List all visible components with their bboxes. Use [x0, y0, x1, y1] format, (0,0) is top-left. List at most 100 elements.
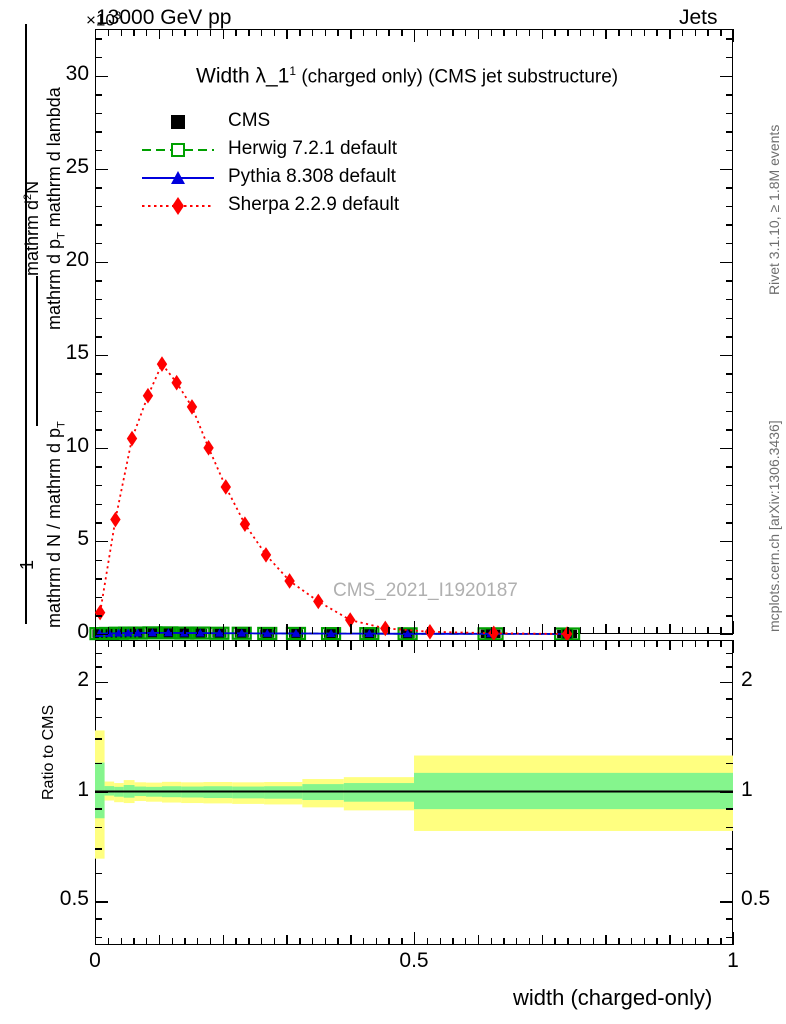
legend-marker-pythia-icon — [140, 164, 216, 192]
main-x-tick — [184, 627, 186, 634]
main-y-tick — [95, 205, 102, 208]
main-x-tick — [528, 29, 531, 36]
main-x-tick — [477, 624, 480, 634]
ratio-x-tick — [401, 938, 403, 945]
ratio-x-tick — [618, 938, 620, 945]
main-y-tick — [95, 466, 102, 468]
ratio-y-tick — [720, 901, 733, 903]
ratio-x-tick — [528, 640, 531, 647]
ratio-x-tick — [197, 640, 199, 647]
ratio-x-tick — [681, 640, 684, 647]
main-x-tick — [107, 29, 110, 36]
main-x-tick — [146, 29, 148, 36]
main-x-tick — [439, 29, 441, 36]
main-x-tick — [299, 29, 301, 36]
ratio-x-tick — [720, 938, 722, 945]
ratio-x-tick — [107, 640, 110, 647]
ratio-y-tick — [95, 872, 102, 874]
main-x-tick — [477, 29, 480, 39]
main-x-tick — [375, 627, 378, 634]
ratio-x-tick — [248, 938, 250, 945]
main-x-tick — [197, 627, 199, 634]
ratio-x-tick — [694, 640, 697, 647]
y-scale-exponent: ×103 — [86, 10, 121, 30]
ratio-y-tick — [726, 918, 733, 920]
ratio-y-tick — [726, 872, 733, 874]
legend-marker-cms-icon — [140, 108, 216, 136]
main-y-tick — [726, 522, 733, 524]
ratio-y-tick — [95, 640, 102, 642]
ratio-x-tick — [503, 640, 505, 647]
main-x-tick — [643, 29, 646, 36]
main-y-tick — [726, 410, 733, 412]
main-y-tick — [720, 75, 733, 77]
x-tick-label: 1 — [727, 949, 739, 972]
main-y-tick — [726, 224, 733, 226]
main-x-tick — [618, 627, 620, 634]
ratio-x-tick — [375, 938, 378, 945]
main-x-tick — [209, 29, 212, 36]
main-x-tick — [158, 29, 161, 39]
ratio-x-tick — [375, 640, 378, 647]
main-x-tick — [630, 29, 633, 36]
ratio-y-tick — [726, 808, 733, 810]
main-x-tick — [490, 627, 492, 634]
main-y-tick — [726, 373, 733, 375]
main-y-tick — [95, 410, 102, 412]
ratio-y-tick-label: 2 — [77, 667, 89, 691]
ratio-x-tick — [235, 938, 237, 945]
main-x-tick — [401, 29, 403, 36]
main-x-tick — [273, 627, 276, 634]
ratio-axis-label: Ratio to CMS — [40, 704, 57, 800]
main-y-tick — [726, 150, 733, 152]
main-x-tick — [541, 29, 543, 39]
ratio-y-tick — [95, 698, 102, 700]
ratio-x-tick — [324, 640, 327, 647]
main-y-tick-label: 15 — [65, 340, 89, 364]
ratio-x-tick — [656, 938, 658, 945]
y-axis-numerator: mathrm d pT mathrm d lambda — [44, 87, 68, 330]
ratio-x-tick — [273, 938, 276, 945]
main-x-tick — [669, 624, 671, 634]
main-x-tick — [720, 29, 722, 36]
main-y-tick — [720, 168, 733, 170]
ratio-x-tick — [630, 640, 633, 647]
main-y-tick — [95, 261, 108, 264]
ratio-x-tick — [592, 938, 595, 945]
main-y-tick — [95, 75, 108, 77]
main-x-tick — [350, 29, 352, 39]
ratio-x-tick — [490, 640, 492, 647]
plot-title-main: Width λ_1 — [196, 64, 290, 88]
y-axis-prefix-numerator: 1 — [17, 559, 37, 570]
main-y-tick — [95, 578, 102, 580]
plot-title: Width λ_11 (charged only) (CMS jet subst… — [196, 64, 618, 88]
ratio-y-tick — [726, 717, 733, 719]
ratio-x-tick — [337, 938, 339, 945]
main-x-tick — [503, 627, 505, 634]
rivet-version-note: Rivet 3.1.10, ≥ 1.8M events — [766, 124, 782, 295]
main-y-tick — [95, 56, 102, 59]
main-x-tick — [146, 627, 148, 634]
analysis-id-watermark: CMS_2021_I1920187 — [333, 580, 518, 601]
ratio-x-tick — [222, 640, 224, 650]
ratio-y-tick — [726, 848, 733, 850]
main-y-tick — [720, 447, 733, 450]
main-x-tick — [465, 29, 467, 36]
ratio-x-tick — [414, 640, 416, 653]
ratio-x-tick — [541, 935, 543, 945]
y-axis-label: mathrm d pT mathrm d lambda mathrm d2N 1 ma… — [0, 0, 68, 640]
ratio-x-tick — [286, 935, 288, 945]
ratio-x-tick — [260, 640, 263, 647]
main-y-tick — [726, 298, 733, 301]
main-x-tick — [592, 627, 595, 634]
main-y-tick — [726, 280, 733, 282]
ratio-x-tick — [133, 640, 135, 647]
main-x-tick — [528, 627, 531, 634]
main-y-tick — [95, 354, 108, 357]
main-y-tick — [95, 131, 102, 133]
ratio-y-tick — [95, 848, 102, 850]
main-y-tick — [720, 540, 733, 543]
y-axis-prefix-denominator: mathrm d N / mathrm d pT — [44, 421, 68, 628]
main-y-tick — [95, 94, 102, 96]
main-x-tick — [643, 627, 646, 634]
